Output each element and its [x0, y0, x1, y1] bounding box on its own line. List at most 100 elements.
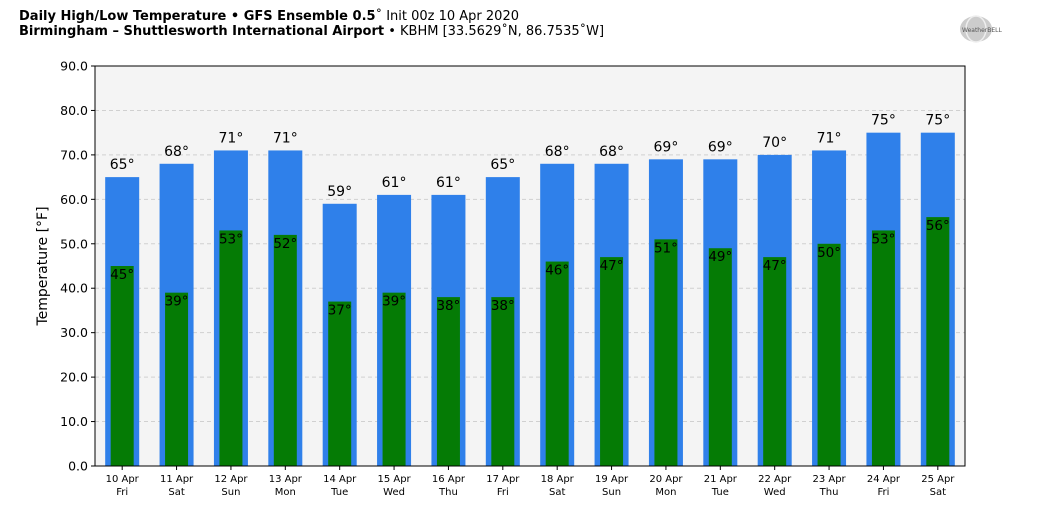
low-temp-bar — [926, 217, 950, 466]
x-tick-date: 21 Apr — [704, 474, 738, 485]
low-temp-bar — [328, 301, 352, 466]
high-temp-label: 69° — [708, 139, 733, 155]
low-temp-bar — [436, 297, 460, 466]
low-temp-bar — [165, 292, 189, 466]
low-temp-bar — [491, 297, 515, 466]
plot-area — [95, 66, 965, 466]
high-temp-bar — [431, 194, 466, 466]
x-tick-weekday: Fri — [877, 487, 889, 498]
low-temp-bar — [654, 239, 678, 466]
x-tick-date: 10 Apr — [106, 474, 140, 485]
logo-globe-meridian — [965, 15, 987, 43]
high-temp-bar — [703, 159, 738, 467]
x-tick-weekday: Wed — [764, 487, 786, 498]
logo-text: WeatherBELL — [962, 27, 1003, 34]
x-tick-date: 16 Apr — [432, 474, 466, 485]
high-temp-bar — [920, 132, 955, 466]
x-tick-date: 14 Apr — [323, 474, 357, 485]
location-name: Birmingham – Shuttlesworth International… — [19, 24, 385, 39]
high-temp-label: 71° — [273, 130, 298, 146]
low-temp-label: 52° — [273, 236, 297, 252]
bars — [105, 132, 955, 467]
x-tick-date: 22 Apr — [758, 474, 792, 485]
high-temp-label: 65° — [490, 157, 515, 173]
low-temp-label: 53° — [219, 231, 243, 247]
high-temp-label: 71° — [219, 130, 244, 146]
x-tick-weekday: Thu — [819, 487, 839, 498]
x-tick-date: 25 Apr — [921, 474, 955, 485]
x-tick-weekday: Sat — [168, 487, 184, 498]
plot-border — [94, 65, 966, 467]
high-temp-label: 65° — [110, 157, 135, 173]
location-line: Birmingham – Shuttlesworth International… — [19, 24, 604, 39]
x-tick-date: 11 Apr — [160, 474, 194, 485]
high-temp-label: 70° — [762, 135, 787, 151]
x-tick-weekday: Tue — [330, 487, 348, 498]
x-tick-date: 24 Apr — [867, 474, 901, 485]
high-temp-bar — [757, 154, 792, 466]
x-tick-weekday: Wed — [383, 487, 405, 498]
low-temp-label: 51° — [654, 240, 678, 256]
low-temp-label: 56° — [926, 218, 950, 234]
x-tick-weekday: Mon — [655, 487, 676, 498]
x-tick-weekday: Thu — [438, 487, 458, 498]
high-temp-bar — [213, 150, 248, 466]
high-temp-label: 71° — [817, 130, 842, 146]
y-tick-label: 60.0 — [60, 192, 88, 207]
title-main: Daily High/Low Temperature • GFS Ensembl… — [19, 9, 376, 24]
low-temp-label: 38° — [436, 298, 460, 314]
high-temp-bar — [322, 203, 357, 466]
chart-title: Daily High/Low Temperature • GFS Ensembl… — [19, 9, 604, 24]
low-temp-bar — [219, 230, 243, 466]
high-temp-bar — [648, 159, 683, 467]
high-temp-bar — [159, 163, 194, 466]
low-temp-label: 47° — [763, 258, 787, 274]
low-temp-label: 49° — [708, 249, 732, 265]
low-temp-bar — [600, 257, 624, 466]
low-temp-bar — [817, 243, 841, 466]
low-temp-label: 53° — [871, 231, 895, 247]
high-temp-bar — [105, 177, 140, 466]
high-temp-label: 68° — [599, 144, 624, 160]
y-tick-label: 20.0 — [60, 370, 88, 385]
high-temp-label: 68° — [545, 144, 570, 160]
high-temp-bar — [866, 132, 901, 466]
y-tick-label: 0.0 — [68, 459, 88, 474]
x-tick-date: 12 Apr — [214, 474, 248, 485]
low-temp-label: 39° — [165, 294, 189, 310]
x-tick-weekday: Sun — [221, 487, 240, 498]
location-detail: • KBHM [33.5629˚N, 86.7535˚W] — [384, 24, 605, 39]
data-labels: 65° 45° 68° 39° 71° 53° 71° 52° 59° 37° 61° 39° 61° 3… — [110, 113, 950, 319]
x-tick-weekday: Fri — [497, 487, 509, 498]
y-tick-label: 70.0 — [60, 147, 88, 162]
y-axis-label: Temperature [°F] — [35, 206, 51, 326]
x-tick-weekday: Mon — [275, 487, 296, 498]
low-temp-bar — [708, 248, 732, 466]
low-temp-label: 46° — [545, 263, 569, 279]
low-temp-label: 38° — [491, 298, 515, 314]
title-init: ˚ Init 00z 10 Apr 2020 — [375, 9, 519, 24]
y-tick-label: 50.0 — [60, 236, 88, 251]
x-tick-date: 19 Apr — [595, 474, 629, 485]
chart-header: Daily High/Low Temperature • GFS Ensembl… — [19, 9, 604, 39]
high-temp-bar — [594, 163, 629, 466]
low-temp-bar — [110, 266, 134, 466]
low-temp-bar — [763, 257, 787, 466]
high-temp-label: 69° — [654, 139, 679, 155]
x-tick-weekday: Sun — [602, 487, 621, 498]
low-temp-bar — [273, 234, 297, 466]
high-temp-bar — [485, 177, 520, 466]
axes: 0.0 10.0 20.0 30.0 40.0 50.0 60.0 70.0 80.0 90.0 1… — [60, 59, 955, 499]
high-temp-bar — [540, 163, 575, 466]
y-tick-label: 10.0 — [60, 414, 88, 429]
low-temp-label: 39° — [382, 294, 406, 310]
high-temp-label: 68° — [164, 144, 189, 160]
x-tick-weekday: Sat — [549, 487, 565, 498]
low-temp-bar — [871, 230, 895, 466]
high-temp-label: 75° — [925, 113, 950, 129]
x-tick-date: 23 Apr — [812, 474, 846, 485]
high-temp-label: 61° — [436, 175, 461, 191]
weatherbell-logo: WeatherBELL — [960, 15, 1003, 43]
low-temp-label: 47° — [600, 258, 624, 274]
